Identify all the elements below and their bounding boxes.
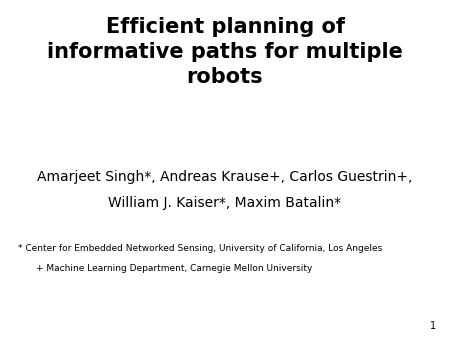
Text: + Machine Learning Department, Carnegie Mellon University: + Machine Learning Department, Carnegie … <box>36 264 312 273</box>
Text: William J. Kaiser*, Maxim Batalin*: William J. Kaiser*, Maxim Batalin* <box>108 196 342 210</box>
Text: 1: 1 <box>430 321 436 331</box>
Text: * Center for Embedded Networked Sensing, University of California, Los Angeles: * Center for Embedded Networked Sensing,… <box>18 244 382 253</box>
Text: Efficient planning of
informative paths for multiple
robots: Efficient planning of informative paths … <box>47 17 403 87</box>
Text: Amarjeet Singh*, Andreas Krause+, Carlos Guestrin+,: Amarjeet Singh*, Andreas Krause+, Carlos… <box>37 170 413 185</box>
